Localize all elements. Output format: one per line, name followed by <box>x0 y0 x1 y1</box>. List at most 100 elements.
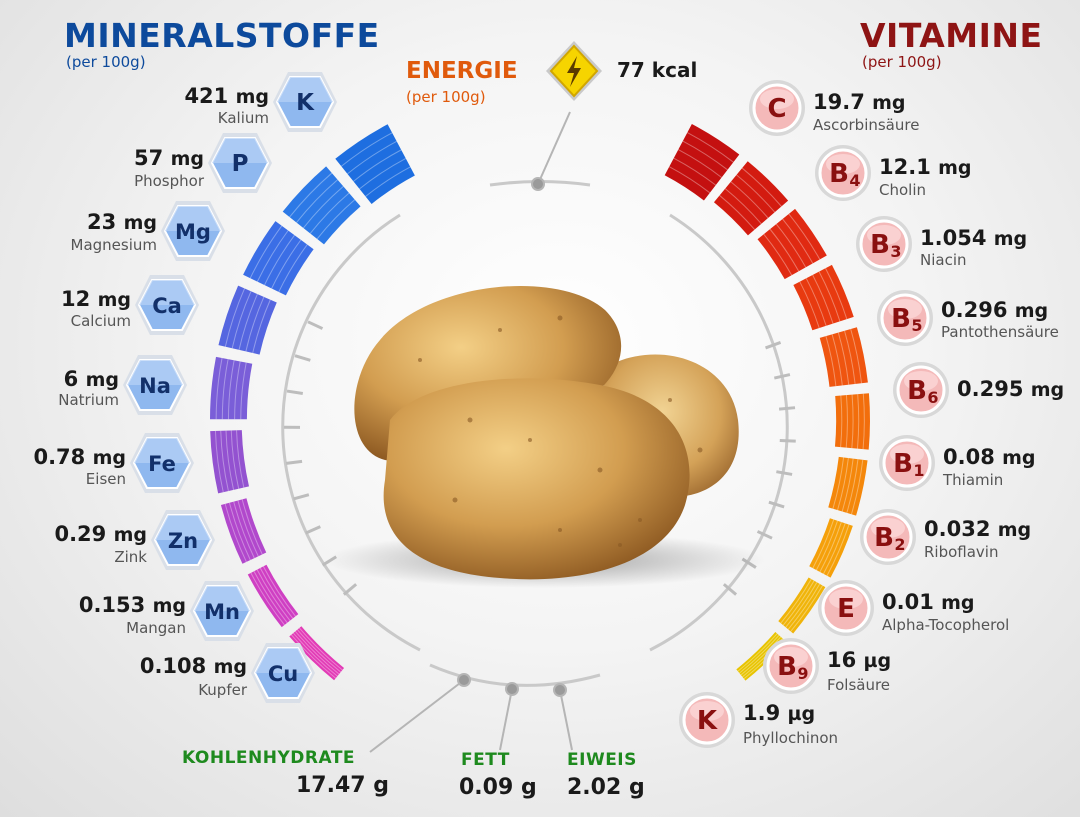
dial-tick <box>305 525 321 535</box>
vitamin-arc-segment <box>757 208 827 280</box>
mineral-name: Calcium <box>70 312 131 330</box>
vitamin-name: Thiamin <box>943 471 1004 489</box>
mineral-arc-stripe <box>233 501 255 559</box>
dial-tick <box>756 530 773 540</box>
mineral-amount: 12 mg <box>61 287 131 311</box>
mineral-arc-stripe <box>296 179 338 223</box>
mineral-name: Zink <box>114 548 147 566</box>
vitamin-arc-stripe <box>741 167 782 207</box>
vitamin-name: Pantothensäure <box>941 323 1059 341</box>
carbs-label: KOHLENHYDRATE <box>182 748 356 768</box>
vitamin-arc-stripe <box>668 166 711 194</box>
vitamin-letter: B <box>870 230 890 260</box>
mineral-name: Eisen <box>85 470 126 488</box>
mineral-arc-stripe <box>353 149 402 182</box>
mineral-arc-stripe <box>240 362 247 420</box>
vitamin-arc-stripe <box>841 458 854 512</box>
mineral-arc-stripe <box>365 166 411 197</box>
vitamin-badge: E <box>818 580 874 636</box>
mineral-arc-stripe <box>234 361 241 420</box>
mineral-arc-stripe <box>271 239 302 289</box>
lightning-bolt-icon <box>546 41 602 101</box>
vitamin-amount: 0.08 mg <box>943 445 1036 469</box>
protein-value: 2.02 g <box>567 775 645 800</box>
dial-tick <box>342 583 358 596</box>
mineral-arc-stripe <box>238 293 258 350</box>
mineral-arc-stripe <box>256 569 291 621</box>
vitamin-arc-stripe <box>812 274 834 324</box>
vitamin-arc-stripe <box>739 634 780 674</box>
vitamin-arc-stripe <box>782 580 815 626</box>
mineral-arc-stripe <box>262 566 296 617</box>
mineral-arc-stripe <box>215 357 223 420</box>
minerals-title: MINERALSTOFFE <box>64 16 380 55</box>
energy-label: ENERGIE <box>406 58 518 84</box>
vitamin-badge: K <box>679 692 735 748</box>
vitamin-arc-segment <box>793 264 854 331</box>
vitamin-arc-segment <box>809 518 853 578</box>
mineral-arc-stripe <box>224 503 247 563</box>
vitamin-arc-segment <box>834 393 870 450</box>
mineral-arc-stripe <box>224 288 246 347</box>
dial-tick <box>286 389 304 395</box>
vitamin-letter: B <box>907 376 927 406</box>
dial-tick <box>294 354 311 362</box>
mineral-symbol: Zn <box>168 529 198 553</box>
vitamin-subscript: 2 <box>894 535 905 554</box>
vitamin-name: Niacin <box>920 251 967 269</box>
mineral-symbol: P <box>232 151 249 177</box>
vitamin-subscript: 5 <box>911 316 922 335</box>
mineral-amount: 0.153 mg <box>78 593 186 617</box>
mineral-arc-stripe <box>278 244 308 293</box>
dial-ring <box>281 180 789 687</box>
vitamin-arc-stripe <box>799 281 820 329</box>
mineral-name: Mangan <box>126 619 186 637</box>
vitamin-arc-stripe <box>719 195 756 230</box>
vitamin-amount: 0.296 mg <box>941 298 1049 322</box>
vitamin-arc-stripe <box>769 228 800 272</box>
vitamin-arc-stripe <box>851 394 854 449</box>
vitamin-arc-stripe <box>812 519 835 569</box>
mineral-name: Natrium <box>58 391 119 409</box>
mineral-arc-segment <box>220 498 267 564</box>
vitamin-letter: B <box>829 159 849 189</box>
vitamin-arc-stripe <box>742 638 783 678</box>
vitamin-name: Riboflavin <box>924 543 999 561</box>
mineral-amount: 6 mg <box>63 367 119 391</box>
mineral-arc-stripe <box>316 199 356 240</box>
vitamin-arc-stripe <box>825 335 837 387</box>
mineral-symbol: Na <box>139 374 171 398</box>
mineral-arc-segment <box>282 166 361 245</box>
dial-tick <box>765 341 782 350</box>
vitamin-arc-stripe <box>862 393 865 450</box>
vitamin-subscript: 1 <box>913 461 924 480</box>
vitamin-amount: 1.054 mg <box>920 226 1028 250</box>
vitamin-arc-stripe <box>819 521 842 573</box>
mineral-arc-stripe <box>221 359 229 420</box>
vitamin-arc <box>664 123 870 681</box>
vitamin-arc-stripe <box>736 174 776 213</box>
mineral-arc-stripe <box>294 630 340 675</box>
vitamin-name: Cholin <box>879 181 926 199</box>
mineral-amount: 421 mg <box>184 84 269 108</box>
mineral-badge: Ca <box>135 275 199 335</box>
mineral-arc-stripe <box>241 499 263 555</box>
vitamin-amount: 1.9 µg <box>743 701 816 725</box>
mineral-badge: K <box>273 72 337 132</box>
vitamin-arc-stripe <box>737 633 778 672</box>
pointer-lines <box>369 111 573 753</box>
mineral-arc-segment <box>247 564 299 628</box>
vitamin-arc-segment <box>664 123 740 201</box>
mineral-badge: Fe <box>130 433 194 493</box>
mineral-arc-stripe <box>237 500 259 557</box>
mineral-badge: Mg <box>161 201 225 261</box>
mineral-arc-stripe <box>252 299 271 354</box>
mineral-arc-segment <box>210 430 249 494</box>
mineral-arc-stripe <box>302 185 344 229</box>
vitamin-arc-stripe <box>837 457 849 511</box>
vitamin-arc-stripe <box>818 271 841 322</box>
